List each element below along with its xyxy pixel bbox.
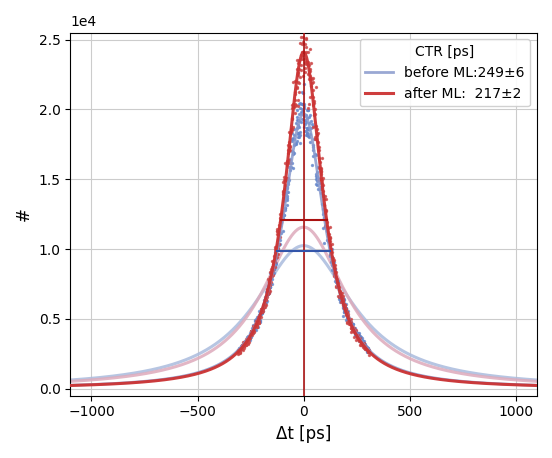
X-axis label: Δt [ps]: Δt [ps] xyxy=(276,425,331,443)
after ML:  217±2: (1.06e+03, 251): 217±2: (1.06e+03, 251) xyxy=(524,382,531,388)
before ML:249±6 xyxy=(266,283,273,289)
after ML:  217±2: (-1.1e+03, 232): 217±2: (-1.1e+03, 232) xyxy=(67,383,73,388)
Line: after ML:  217±2: after ML: 217±2 xyxy=(70,52,537,386)
after ML:  217±2: (1.1e+03, 232): 217±2: (1.1e+03, 232) xyxy=(534,383,540,388)
Y-axis label: #: # xyxy=(15,207,33,221)
after ML:  217±2: (-719, 537): 217±2: (-719, 537) xyxy=(148,378,155,384)
before ML:249±6 xyxy=(148,378,155,383)
before ML:249±6 xyxy=(67,382,73,388)
before ML:249±6 xyxy=(534,382,540,388)
Text: 1e4: 1e4 xyxy=(70,15,97,29)
before ML:249±6 xyxy=(246,333,253,339)
after ML:  217±2: (821, 414): 217±2: (821, 414) xyxy=(474,380,481,386)
before ML:249±6 xyxy=(524,382,531,388)
after ML:  217±2: (-849, 387): 217±2: (-849, 387) xyxy=(120,381,127,386)
before ML:249±6 xyxy=(300,111,307,116)
before ML:249±6 xyxy=(120,380,127,386)
after ML:  217±2: (-0.367, 2.41e+04): 217±2: (-0.367, 2.41e+04) xyxy=(300,49,307,55)
Legend: before ML:249±6, after ML:  217±2: before ML:249±6, after ML: 217±2 xyxy=(359,39,530,106)
before ML:249±6 xyxy=(474,380,481,385)
after ML:  217±2: (-161, 7.53e+03): 217±2: (-161, 7.53e+03) xyxy=(266,281,273,286)
after ML:  217±2: (-256, 3.66e+03): 217±2: (-256, 3.66e+03) xyxy=(246,335,253,340)
Line: before ML:249±6: before ML:249±6 xyxy=(70,114,537,385)
